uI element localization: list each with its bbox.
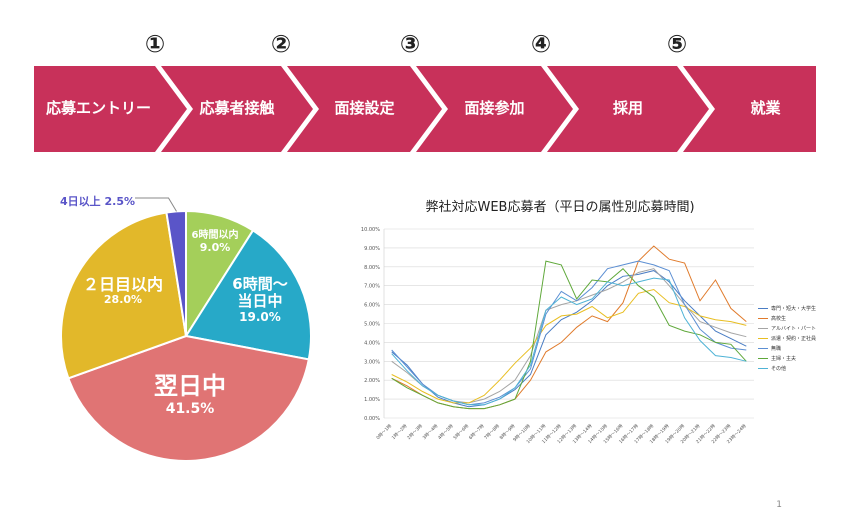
legend-item-5: 無職 xyxy=(758,343,816,353)
flow-step-2 xyxy=(161,66,313,152)
flow-step-label-2: 応募者接触 xyxy=(199,99,275,117)
x-tick-label: 7時〜8時 xyxy=(483,423,501,441)
x-tick-label: 2時〜3時 xyxy=(406,423,424,441)
line-series-3 xyxy=(391,268,747,404)
x-tick-label: 14時〜15時 xyxy=(587,423,609,445)
pie-label-today-pct: 19.0% xyxy=(239,309,281,324)
legend-swatch xyxy=(758,307,768,309)
flow-step-number-1: ① xyxy=(144,30,166,58)
legend-label: 専門・短大・大学生 xyxy=(771,305,817,312)
y-tick-label: 5.00% xyxy=(364,322,380,328)
pie-label-2days-name: ２日目以内 xyxy=(82,275,163,294)
flow-step-label-3: 面接設定 xyxy=(334,99,395,117)
pie-label-today-line2: 当日中 xyxy=(237,292,283,311)
x-tick-label: 21時〜22時 xyxy=(695,423,717,445)
pie-label-today-line1: 6時間〜 xyxy=(232,275,288,293)
line-series-2 xyxy=(391,245,747,410)
y-tick-label: 2.00% xyxy=(364,378,380,384)
legend-item-4: 派遣・契約・正社員 xyxy=(758,333,816,343)
x-tick-label: 9時〜10時 xyxy=(512,423,532,443)
x-tick-label: 0時〜1時 xyxy=(375,423,393,441)
y-tick-label: 3.00% xyxy=(364,359,380,365)
legend-item-3: アルバイト・パート xyxy=(758,323,816,333)
y-tick-label: 4.00% xyxy=(364,340,380,346)
legend-swatch xyxy=(758,317,768,319)
legend-swatch xyxy=(758,357,768,359)
legend-swatch xyxy=(758,337,768,339)
legend-label: 高校生 xyxy=(771,315,787,322)
legend-label: その他 xyxy=(771,365,787,372)
flow-step-number-2: ② xyxy=(270,30,292,58)
y-tick-label: 9.00% xyxy=(364,246,380,252)
x-tick-label: 12時〜13時 xyxy=(556,423,578,445)
flow-step-label-4: 面接参加 xyxy=(464,99,525,117)
x-tick-label: 6時〜7時 xyxy=(468,423,486,441)
legend-swatch xyxy=(758,327,768,329)
pie-leader-line xyxy=(135,197,177,212)
pie-label-6h-name: 6時間以内 xyxy=(191,230,239,241)
x-tick-label: 20時〜21時 xyxy=(680,423,702,445)
line-series-6 xyxy=(391,260,747,410)
y-tick-label: 7.00% xyxy=(364,284,380,290)
page-number: 1 xyxy=(776,500,782,510)
x-tick-label: 4時〜5時 xyxy=(437,423,455,441)
line-series-4 xyxy=(391,288,747,404)
line-chart-title: 弊社対応WEB応募者（平日の属性別応募時間) xyxy=(425,200,695,215)
x-tick-label: 17時〜18時 xyxy=(633,423,655,445)
legend-item-2: 高校生 xyxy=(758,313,816,323)
line-series-1 xyxy=(391,270,747,408)
legend-item-7: その他 xyxy=(758,363,816,373)
y-tick-label: 8.00% xyxy=(364,265,380,271)
x-tick-label: 3時〜4時 xyxy=(422,423,440,441)
legend-label: 主婦・主夫 xyxy=(771,355,797,362)
y-tick-label: 1.00% xyxy=(364,397,380,403)
pie-label-nextday: 翌日中 41.5% xyxy=(135,372,245,417)
flow-step-3 xyxy=(287,66,442,152)
legend-swatch xyxy=(758,347,768,349)
x-tick-label: 23時〜24時 xyxy=(726,423,748,445)
flow-step-6 xyxy=(683,66,816,152)
legend-item-6: 主婦・主夫 xyxy=(758,353,816,363)
legend-label: 無職 xyxy=(771,345,782,352)
line-series-5 xyxy=(391,260,747,406)
legend-label: アルバイト・パート xyxy=(771,325,816,332)
x-tick-label: 15時〜16時 xyxy=(602,423,624,445)
x-tick-label: 18時〜19時 xyxy=(649,423,671,445)
process-flow xyxy=(34,66,816,152)
x-tick-label: 22時〜23時 xyxy=(710,423,732,445)
flow-step-number-5: ⑤ xyxy=(666,30,688,58)
x-tick-label: 5時〜6時 xyxy=(452,423,470,441)
flow-step-number-3: ③ xyxy=(399,30,421,58)
y-tick-label: 10.00% xyxy=(361,227,380,233)
flow-step-label-5: 採用 xyxy=(612,99,643,117)
pie-label-6h: 6時間以内 9.0% xyxy=(160,230,270,254)
pie-label-4days: 4日以上 2.5% xyxy=(60,195,135,208)
pie-label-nextday-name: 翌日中 xyxy=(154,372,226,400)
flow-step-4 xyxy=(416,66,573,152)
x-tick-label: 10時〜11時 xyxy=(525,423,547,445)
flow-step-5 xyxy=(547,66,709,152)
legend-label: 派遣・契約・正社員 xyxy=(771,335,817,342)
x-tick-label: 8時〜9時 xyxy=(499,423,517,441)
pie-label-today: 6時間〜 当日中 19.0% xyxy=(205,275,315,324)
flow-step-label-1: 応募エントリー xyxy=(45,99,151,117)
pie-label-6h-pct: 9.0% xyxy=(199,240,231,254)
pie-label-nextday-pct: 41.5% xyxy=(165,400,215,417)
x-tick-label: 1時〜2時 xyxy=(391,423,409,441)
x-tick-label: 19時〜20時 xyxy=(664,423,686,445)
legend-item-1: 専門・短大・大学生 xyxy=(758,303,816,313)
x-tick-label: 13時〜14時 xyxy=(572,423,594,445)
flow-step-label-6: 就業 xyxy=(750,99,781,117)
y-tick-label: 0.00% xyxy=(364,416,380,422)
flow-step-number-4: ④ xyxy=(530,30,552,58)
pie-label-2days: ２日目以内 28.0% xyxy=(68,275,178,307)
x-tick-label: 16時〜17時 xyxy=(618,423,640,445)
line-series-7 xyxy=(391,277,747,406)
pie-label-2days-pct: 28.0% xyxy=(103,293,143,307)
legend-swatch xyxy=(758,367,768,369)
y-tick-label: 6.00% xyxy=(364,303,380,309)
line-chart-legend: 専門・短大・大学生 高校生アルバイト・パート 派遣・契約・正社員 無職主婦・主夫その他 xyxy=(758,303,816,373)
x-tick-label: 11時〜12時 xyxy=(541,423,563,445)
flow-step-1 xyxy=(34,66,187,152)
